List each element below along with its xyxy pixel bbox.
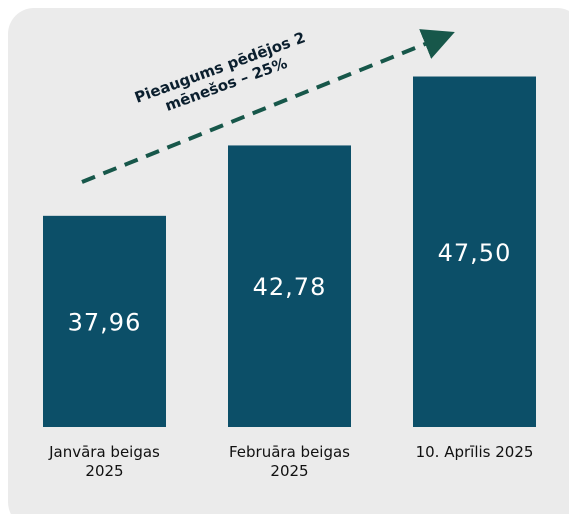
bar xyxy=(43,215,166,427)
value-label: 42,78 xyxy=(253,273,327,301)
x-tick-label: 10. Aprīlis 2025 xyxy=(415,443,534,461)
value-label: 47,50 xyxy=(438,239,512,267)
value-label: 37,96 xyxy=(68,308,142,336)
x-tick-label: Februāra beigas 2025 xyxy=(229,443,350,480)
x-tick-label: Janvāra beigas 2025 xyxy=(49,443,160,480)
bar xyxy=(228,145,351,427)
bar xyxy=(413,76,536,428)
trend-arrow xyxy=(81,29,455,184)
